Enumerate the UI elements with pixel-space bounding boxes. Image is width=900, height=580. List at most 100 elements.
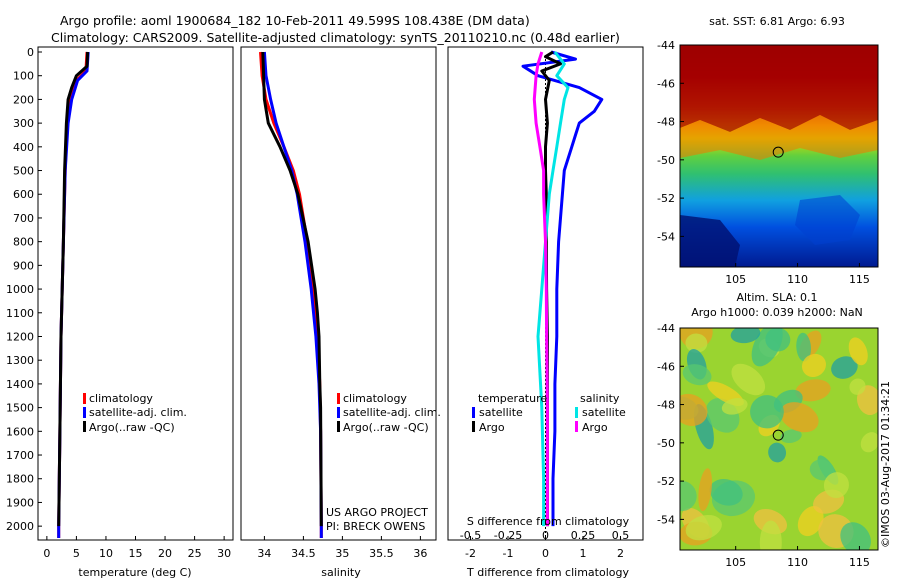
sla-anomaly-blob (685, 514, 722, 541)
sla-anomaly-blob (795, 379, 831, 402)
sla-anomaly-blob (682, 364, 712, 386)
sla-blobs (680, 328, 878, 550)
pressure-tick-label: 200 (13, 93, 34, 106)
difference-legend: temperature satellite Argo salinity sate… (472, 392, 626, 434)
map-ytick-label: -48 (657, 399, 675, 412)
map-xtick-label: 115 (849, 556, 870, 569)
pressure-tick-label: 400 (13, 141, 34, 154)
sst-argo-marker (772, 146, 784, 158)
x-tick-label: -2 (465, 547, 476, 560)
pressure-tick-label: 0 (27, 46, 34, 59)
sla-anomaly-blob (780, 429, 802, 444)
x-tick-label: 36 (413, 547, 427, 560)
legend-label-climatology: climatology (89, 392, 153, 405)
figure-title-line1: Argo profile: aoml 1900684_182 10-Feb-20… (60, 13, 530, 28)
pressure-tick-label: 600 (13, 188, 34, 201)
sla-argo-marker (772, 429, 784, 441)
x-tick-label: 0 (542, 547, 549, 560)
map-xtick-label: 115 (849, 273, 870, 286)
sla-anomaly-blob (721, 397, 748, 415)
sla-anomaly-blob (809, 459, 835, 481)
map-ytick-label: -52 (657, 475, 675, 488)
x-tick-label: 5 (73, 547, 80, 560)
map-ytick-label: -46 (657, 360, 675, 373)
map-ytick-label: -50 (657, 437, 675, 450)
sla-anomaly-blob (780, 402, 819, 433)
pressure-tick-label: 1900 (6, 496, 34, 509)
figure-title-line2: Climatology: CARS2009. Satellite-adjuste… (51, 30, 620, 45)
sla-map-title-line1: Altim. SLA: 0.1 (736, 291, 817, 304)
series-line-argo-raw-qc (261, 51, 323, 527)
pressure-tick-label: 1500 (6, 402, 34, 415)
map-ytick-label: -54 (657, 513, 675, 526)
series-line-satellite-adj-clim (262, 51, 323, 538)
sla-map-title-line2: Argo h1000: 0.039 h2000: NaN (691, 306, 863, 319)
t-difference-xlabel: T difference from climatology (466, 566, 629, 579)
legend-swatch-satellite (83, 407, 86, 418)
sla-anomaly-blob (730, 328, 761, 344)
project-annotation-line2: PI: BRECK OWENS (326, 520, 425, 533)
map-ytick-label: -46 (657, 77, 675, 90)
sla-anomaly-blob (831, 356, 858, 379)
map-ytick-label: -52 (657, 192, 675, 205)
x-tick-label: -0.25 (494, 529, 522, 542)
legend-swatch-temp-satellite (472, 407, 475, 418)
legend-label-satellite: satellite-adj. clim. (89, 406, 187, 419)
pressure-tick-label: 100 (13, 70, 34, 83)
x-tick-label: 0 (43, 547, 50, 560)
x-tick-label: -1 (503, 547, 514, 560)
x-tick-label: 25 (188, 547, 202, 560)
x-tick-label: 0 (542, 529, 549, 542)
legend-label-sal-satellite: satellite (582, 406, 626, 419)
sst-map-frame (679, 44, 879, 268)
sla-anomaly-blob (680, 480, 697, 512)
legend-swatch-argo (337, 421, 340, 432)
pressure-tick-label: 700 (13, 212, 34, 225)
legend-swatch-sal-satellite (575, 407, 578, 418)
legend-swatch-temp-argo (472, 421, 475, 432)
x-tick-label: 20 (158, 547, 172, 560)
legend-label-argo: Argo(..raw -QC) (89, 421, 175, 434)
sla-anomaly-blob (768, 442, 787, 463)
salinity-axes-frame (240, 46, 437, 541)
pressure-tick-label: 1700 (6, 449, 34, 462)
sla-anomaly-blob (709, 478, 743, 506)
sst-map-title: sat. SST: 6.81 Argo: 6.93 (709, 15, 845, 28)
map-ytick-label: -50 (657, 154, 675, 167)
sst-front-orange (680, 115, 878, 160)
sst-cold-corner (680, 215, 740, 267)
legend-label-temp-satellite: satellite (479, 406, 523, 419)
x-tick-label: 10 (99, 547, 113, 560)
map-xtick-label: 105 (725, 556, 746, 569)
sla-anomaly-blob (680, 393, 708, 426)
legend-group-salinity: salinity (580, 392, 620, 405)
sla-anomaly-blob (685, 333, 708, 353)
legend-label-sal-argo: Argo (582, 421, 608, 434)
legend-label-satellite: satellite-adj. clim. (343, 406, 441, 419)
legend-swatch-climatology (83, 393, 86, 404)
pressure-tick-label: 2000 (6, 520, 34, 533)
legend-group-temperature: temperature (478, 392, 547, 405)
map-xtick-label: 110 (787, 556, 808, 569)
imos-stamp: ©IMOS 03-Aug-2017 01:34:21 (879, 381, 892, 548)
legend-label-temp-argo: Argo (479, 421, 505, 434)
x-tick-label: 35.5 (369, 547, 394, 560)
s-difference-label: S difference from climatology (467, 515, 630, 528)
sla-anomaly-blob (848, 337, 868, 366)
sst-map: sat. SST: 6.81 Argo: 6.93 -44 -46 -48 -50 -5… (657, 15, 879, 286)
sla-anomaly-blob (698, 468, 713, 512)
pressure-tick-label: 1600 (6, 425, 34, 438)
x-tick-label: 1 (580, 547, 587, 560)
legend-swatch-sal-argo (575, 421, 578, 432)
sla-map: Altim. SLA: 0.1 Argo h1000: 0.039 h2000:… (657, 291, 879, 569)
sla-anomaly-blob (801, 353, 827, 377)
temperature-panel: 0100200300400500600700800900100011001200… (6, 46, 234, 579)
pressure-tick-label: 1300 (6, 354, 34, 367)
sla-map-frame (679, 327, 879, 551)
series-line-salinity-argo (532, 51, 549, 527)
sla-anomaly-blob (849, 378, 866, 395)
pressure-tick-label: 1800 (6, 473, 34, 486)
legend-label-argo: Argo(..raw -QC) (343, 421, 429, 434)
difference-panel: -2 -1 0 1 2 -0.5 -0.25 0 0.25 0.5 S difference fr… (447, 46, 644, 579)
